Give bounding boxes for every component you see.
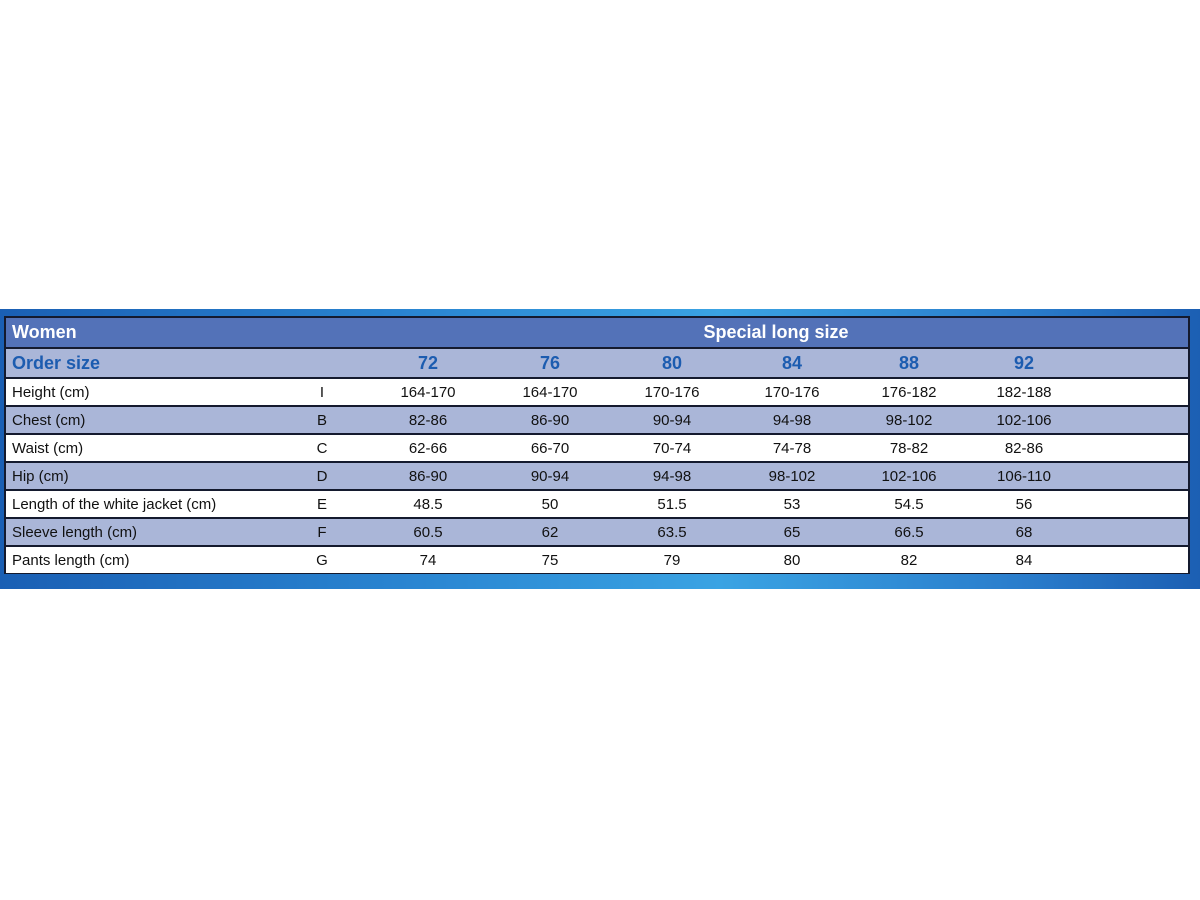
table-row: Chest (cm) B 82-86 86-90 90-94 94-98 98-102 102… — [6, 407, 1188, 433]
table-cell: 86-90 — [408, 467, 448, 485]
table-cell: 98-102 — [768, 467, 816, 485]
table-cell: 65 — [783, 523, 801, 541]
table-cell: 62 — [541, 523, 559, 541]
table-cell: 50 — [541, 495, 559, 513]
table-cell: 63.5 — [657, 523, 687, 541]
table-cell: 53 — [783, 495, 801, 513]
order-size-row: Order size 72 76 80 84 88 92 — [6, 349, 1188, 377]
measurement-label: Hip (cm) — [12, 467, 69, 485]
order-size-label: Order size — [12, 352, 101, 373]
table-cell: 164-170 — [400, 383, 456, 401]
table-cell: 84 — [1015, 551, 1033, 569]
table-row: Sleeve length (cm) F 60.5 62 63.5 65 66.5 68 — [6, 519, 1188, 545]
order-size-2: 80 — [661, 352, 683, 373]
order-size-1: 76 — [539, 352, 561, 373]
table-cell: 82-86 — [408, 411, 448, 429]
table-cell: 82 — [900, 551, 918, 569]
table-cell: 56 — [1015, 495, 1033, 513]
table-cell: 48.5 — [413, 495, 443, 513]
order-size-5: 92 — [1013, 352, 1035, 373]
table-cell: 79 — [663, 551, 681, 569]
measurement-code: F — [317, 523, 327, 541]
measurement-label: Length of the white jacket (cm) — [12, 495, 217, 513]
table-cell: 66.5 — [894, 523, 924, 541]
table-row: Length of the white jacket (cm) E 48.5 50 51… — [6, 491, 1188, 517]
table-row: Height (cm) I 164-170 164-170 170-176 170-176… — [6, 379, 1188, 405]
table-cell: 164-170 — [522, 383, 578, 401]
table-cell: 90-94 — [530, 467, 570, 485]
measurement-code: D — [316, 467, 328, 485]
measurement-label: Waist (cm) — [12, 439, 84, 457]
order-size-3: 84 — [781, 352, 803, 373]
table-cell: 170-176 — [644, 383, 700, 401]
gender-title: Women — [12, 322, 77, 342]
table-cell: 74-78 — [772, 439, 812, 457]
table-cell: 66-70 — [530, 439, 570, 457]
order-size-4: 88 — [898, 352, 920, 373]
size-chart-table: Women Special long size Order size 72 76 8… — [4, 316, 1190, 574]
table-cell: 102-106 — [881, 467, 937, 485]
table-cell: 70-74 — [652, 439, 692, 457]
table-cell: 74 — [419, 551, 437, 569]
measurement-label: Chest (cm) — [12, 411, 86, 429]
table-cell: 94-98 — [772, 411, 812, 429]
table-cell: 98-102 — [885, 411, 933, 429]
table-cell: 60.5 — [413, 523, 443, 541]
table-cell: 94-98 — [652, 467, 692, 485]
table-cell: 176-182 — [881, 383, 937, 401]
title-row: Women Special long size — [6, 318, 1188, 347]
measurement-code: E — [316, 495, 327, 513]
measurement-label: Height (cm) — [12, 383, 90, 401]
table-cell: 102-106 — [996, 411, 1052, 429]
table-row: Pants length (cm) G 74 75 79 80 82 84 — [6, 547, 1188, 573]
table-cell: 170-176 — [764, 383, 820, 401]
measurement-code: G — [316, 551, 328, 569]
table-cell: 68 — [1015, 523, 1033, 541]
table-cell: 51.5 — [657, 495, 687, 513]
table-row: Waist (cm) C 62-66 66-70 70-74 74-78 78-82 82-8… — [6, 435, 1188, 461]
measurement-code: B — [316, 411, 327, 429]
table-cell: 82-86 — [1004, 439, 1044, 457]
table-cell: 54.5 — [894, 495, 924, 513]
table-cell: 86-90 — [530, 411, 570, 429]
order-size-0: 72 — [417, 352, 439, 373]
table-cell: 75 — [541, 551, 559, 569]
table-cell: 62-66 — [408, 439, 448, 457]
table-cell: 106-110 — [997, 467, 1051, 485]
table-cell: 78-82 — [889, 439, 929, 457]
size-range-title: Special long size — [703, 322, 849, 342]
table-cell: 90-94 — [652, 411, 692, 429]
table-row: Hip (cm) D 86-90 90-94 94-98 98-102 102-106 106… — [6, 463, 1188, 489]
measurement-code: I — [319, 383, 325, 401]
table-cell: 182-188 — [996, 383, 1052, 401]
measurement-code: C — [316, 439, 328, 457]
measurement-label: Pants length (cm) — [12, 551, 130, 569]
table-cell: 80 — [783, 551, 801, 569]
measurement-label: Sleeve length (cm) — [12, 523, 138, 541]
